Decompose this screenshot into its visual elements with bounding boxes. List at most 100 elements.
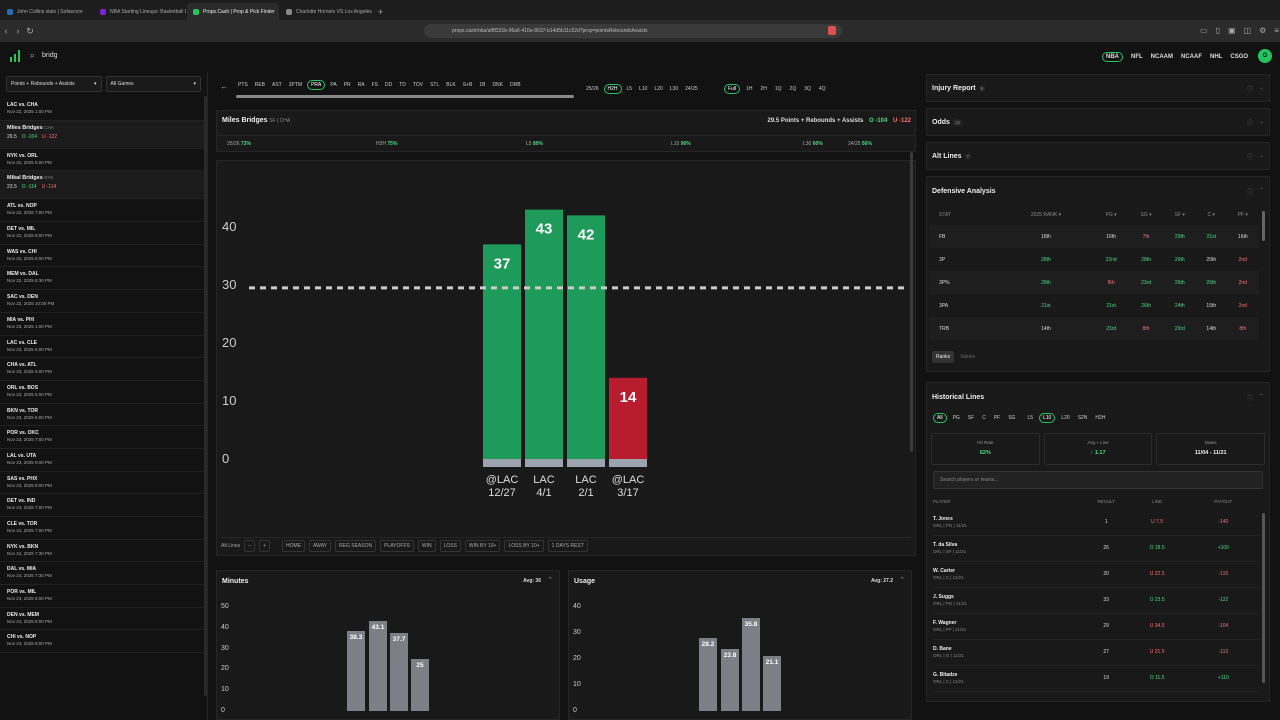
stat-tab-reb[interactable]: REB (254, 82, 266, 88)
period-tab-4q[interactable]: 4Q (818, 86, 826, 92)
hist-filter-sf[interactable]: SF (967, 415, 975, 421)
browser-tab[interactable]: John Collins stats | Sofascore (1, 3, 93, 20)
mini-bar[interactable]: 35.8 (742, 617, 760, 711)
tabs-scrollbar[interactable] (236, 95, 574, 98)
prop-type-select[interactable]: Points + Rebounds + Assists ▾ (6, 76, 102, 92)
menu-icon[interactable]: ≡ (1274, 26, 1279, 35)
game-list-item[interactable]: CHA vs. ATL Nov 23, 2025 6:00 PM (0, 358, 207, 381)
table-row[interactable]: J. Suggs ORL | PG | 11/21 33 O 23.5 -122 (933, 587, 1259, 614)
hist-filter-h2h[interactable]: H2H (1095, 415, 1106, 421)
game-list-item[interactable]: WAS vs. CHI Nov 22, 2025 8:00 PM (0, 245, 207, 268)
hist-filter-l5[interactable]: L5 (1027, 415, 1033, 421)
url-bar[interactable]: props.cash/nba/af8f331b-96a6-416e-8637-b… (424, 24, 842, 38)
league-tab-nfl[interactable]: NFL (1131, 54, 1143, 60)
hist-filter-all[interactable]: All (933, 413, 947, 423)
stat-tab-1b[interactable]: 1B (479, 82, 486, 88)
game-list-item[interactable]: DET vs. IND Nov 24, 2025 7:00 PM (0, 494, 207, 517)
filter-away[interactable]: AWAY (309, 540, 332, 552)
hist-filter-l10[interactable]: L10 (1039, 413, 1056, 423)
main-scrollbar[interactable] (910, 152, 913, 452)
toggle-values[interactable]: Values (960, 354, 976, 360)
period-tab-1q[interactable]: 1Q (774, 86, 782, 92)
game-list-item[interactable]: DET vs. MIL Nov 22, 2025 8:00 PM (0, 222, 207, 245)
game-list-item[interactable]: MIA vs. PHI Nov 23, 2025 1:00 PM (0, 313, 207, 336)
period-tab-3q[interactable]: 3Q (804, 86, 811, 92)
range-tab-l30[interactable]: L30 (669, 86, 679, 92)
browser-tab[interactable]: Charlotte Hornets VS Los Angeles Cl (280, 3, 372, 20)
column-header[interactable]: PAYOUT (1214, 498, 1233, 504)
game-list-item[interactable]: POR vs. OKC Nov 23, 2025 7:00 PM (0, 426, 207, 449)
browser-tab[interactable]: NBA Starting Lineups: Basketball Dai (94, 3, 186, 20)
range-tab-24-25[interactable]: 24/25 (685, 86, 698, 92)
stat-tab-s-b[interactable]: S+B (462, 82, 473, 88)
table-row[interactable]: T. da Silva ORL | SF | 11/21 26 O 18.5 +100 (933, 535, 1259, 562)
column-header[interactable]: RESULT (1097, 498, 1115, 504)
mini-bar[interactable]: 28.2 (699, 637, 717, 711)
chevron-up-icon[interactable]: ⌃ (1258, 187, 1264, 194)
filter-1-days-rest[interactable]: 1 DAYS REST (547, 540, 588, 552)
info-icon[interactable]: ⓘ (1246, 86, 1253, 93)
table-row[interactable]: F. Wagner ORL | PF | 11/21 29 U 34.5 -104 (933, 613, 1259, 640)
game-list-item[interactable]: LAL vs. UTA Nov 23, 2025 9:00 PM (0, 449, 207, 472)
over-odds[interactable]: O -114 (21, 184, 37, 191)
game-list-item[interactable]: ATL vs. NOP Nov 22, 2025 7:00 PM (0, 199, 207, 223)
range-tab-l20[interactable]: L20 (654, 86, 663, 92)
column-header[interactable]: SF ▾ (1174, 212, 1185, 218)
table-row[interactable]: T. Jones ORL | PG | 11/21 1 U 7.5 -140 (933, 509, 1259, 536)
filter-reg-season[interactable]: REG SEASON (335, 540, 377, 552)
hist-filter-c[interactable]: C (982, 415, 986, 421)
chevron-up-icon[interactable]: ⌃ (899, 577, 905, 584)
historical-scrollbar[interactable] (1262, 513, 1265, 683)
mini-bar[interactable]: 25 (411, 659, 429, 711)
toggle-ranks[interactable]: Ranks (932, 351, 955, 363)
stat-tab-ra[interactable]: RA (357, 82, 365, 88)
game-list-item[interactable]: DAL vs. MIA Nov 24, 2025 7:30 PM (0, 562, 207, 586)
new-tab-button[interactable]: + (378, 7, 384, 17)
browser-tab[interactable]: Props.Cash | Prop & Pick Finder× (187, 3, 279, 20)
league-tab-nba[interactable]: NBA (1102, 52, 1123, 62)
column-header[interactable]: 2025 RANK ▾ (1030, 212, 1062, 218)
game-list-item[interactable]: POR vs. MIL Nov 24, 2025 8:00 PM (0, 585, 207, 608)
hist-filter-s2n[interactable]: S2N (1077, 415, 1088, 421)
mini-bar[interactable]: 38.3 (347, 631, 365, 711)
filter-loss-by-10[interactable]: LOSS BY 10+ (504, 540, 544, 552)
mini-bar[interactable]: 43.1 (369, 621, 387, 711)
range-tab-h2h[interactable]: H2H (603, 84, 622, 94)
league-tab-nhl[interactable]: NHL (1210, 54, 1223, 60)
over-odds[interactable]: O -104 (21, 133, 38, 140)
hist-filter-sg[interactable]: SG (1008, 415, 1016, 421)
info-icon[interactable]: ⓘ (1246, 120, 1253, 127)
stat-tab-stl[interactable]: STL (430, 82, 440, 88)
avatar[interactable]: G (1258, 49, 1272, 63)
mini-bar[interactable]: 37.7 (390, 632, 408, 711)
column-header[interactable]: SG ▾ (1140, 212, 1152, 218)
league-tab-ncaaf[interactable]: NCAAF (1181, 54, 1203, 60)
stat-tab-td[interactable]: TD (399, 82, 406, 88)
reading-icon[interactable]: ▭ (1200, 26, 1208, 35)
forward-icon[interactable]: › (16, 26, 20, 36)
game-list-item[interactable]: LAC vs. CHA Nov 22, 2025 1:00 PM (0, 98, 207, 121)
back-arrow-icon[interactable]: ← (220, 82, 228, 91)
games-select[interactable]: All Games ▾ (105, 76, 201, 92)
game-list-item[interactable]: CLE vs. TOR Nov 24, 2025 7:00 PM (0, 517, 207, 540)
chevron-up-icon[interactable]: ⌃ (547, 577, 553, 584)
filter-home[interactable]: HOME (282, 540, 306, 552)
reload-icon[interactable]: ↻ (26, 25, 34, 36)
mini-bar[interactable]: 21.1 (763, 656, 781, 711)
period-tab-2q[interactable]: 2Q (789, 86, 797, 92)
period-tab-2h[interactable]: 2H (760, 86, 767, 92)
data-bar[interactable] (567, 215, 605, 459)
column-header[interactable]: PLAYER (933, 498, 951, 504)
over-odds[interactable]: O -104 (868, 118, 888, 124)
range-tab-l5[interactable]: L5 (626, 86, 633, 92)
game-list-item[interactable]: CHI vs. NOP Nov 24, 2025 8:00 PM (0, 630, 207, 654)
mini-bar[interactable]: 23.8 (721, 649, 739, 711)
period-tab-1h[interactable]: 1H (746, 86, 753, 92)
game-list-item[interactable]: SAC vs. DEN Nov 22, 2025 10:00 PM (0, 290, 207, 313)
filter-loss[interactable]: LOSS (439, 540, 461, 552)
alt-line-decrease-button[interactable]: − (244, 540, 256, 552)
chevron-down-icon[interactable]: ⌄ (1258, 84, 1264, 91)
stat-tab-tov[interactable]: TOV (412, 82, 424, 88)
stat-tab-fs[interactable]: FS (371, 82, 378, 88)
under-odds[interactable]: U -114 (41, 184, 57, 191)
